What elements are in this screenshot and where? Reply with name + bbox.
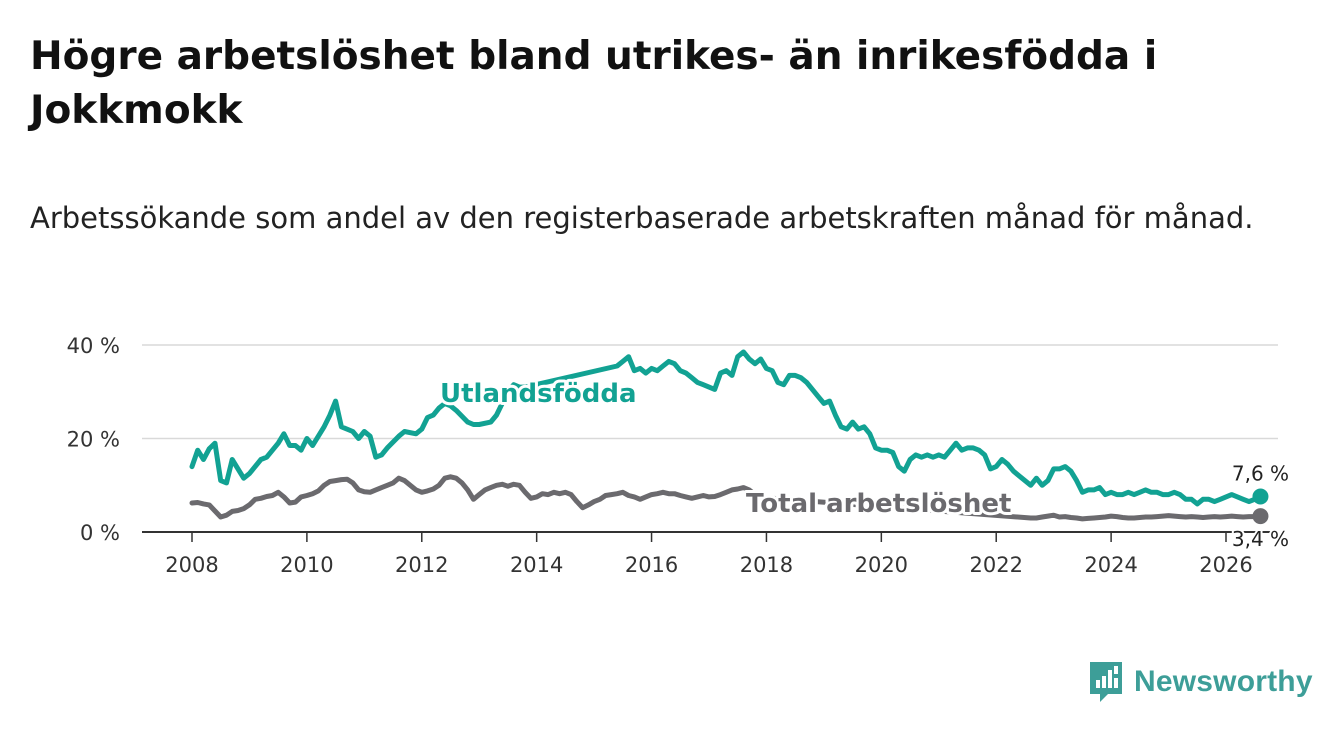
series-line-total bbox=[189, 474, 1263, 522]
grid-layer bbox=[142, 344, 1278, 440]
series-label-utlandsfodda: Utlandsfödda bbox=[440, 379, 637, 409]
x-tick-label: 2026 bbox=[1199, 553, 1252, 577]
label-layer: Utlandsfödda Total arbetslöshet 7,6 % 3,4 % bbox=[437, 376, 1291, 553]
end-label-utlandsfodda: 7,6 % bbox=[1232, 461, 1289, 485]
x-tick-label: 2024 bbox=[1084, 553, 1137, 577]
x-tick-label: 2012 bbox=[395, 553, 448, 577]
newsworthy-logo-text: Newsworthy bbox=[1134, 665, 1313, 698]
x-tick-label: 2014 bbox=[510, 553, 563, 577]
end-point-total bbox=[1252, 508, 1269, 525]
end-point-utlandsfodda bbox=[1252, 488, 1269, 505]
chart-title: Högre arbetslöshet bland utrikes- än inr… bbox=[30, 34, 1158, 133]
x-tick-label: 2022 bbox=[969, 553, 1022, 577]
x-tick-label: 2020 bbox=[855, 553, 908, 577]
y-tick-label: 20 % bbox=[67, 428, 120, 452]
y-tick-label: 0 % bbox=[80, 521, 120, 545]
axis-layer: 0 % 20 % 40 % 2008 2010 2012 2014 2016 2018 2020 2… bbox=[67, 334, 1278, 577]
end-label-total: 3,4 % bbox=[1232, 527, 1289, 551]
x-tick-label: 2010 bbox=[280, 553, 333, 577]
x-tick-label: 2008 bbox=[165, 553, 218, 577]
x-tick-label: 2016 bbox=[625, 553, 678, 577]
series-line-utlandsfodda bbox=[189, 349, 1263, 507]
y-tick-label: 40 % bbox=[67, 334, 120, 358]
newsworthy-logo: Newsworthy bbox=[1088, 660, 1313, 704]
newsworthy-logo-icon bbox=[1090, 662, 1122, 702]
series-label-total: Total arbetslöshet bbox=[746, 489, 1011, 519]
x-tick-label: 2018 bbox=[740, 553, 793, 577]
chart-subtitle: Arbetssökande som andel av den registerb… bbox=[30, 201, 1254, 235]
series-layer bbox=[189, 349, 1269, 525]
